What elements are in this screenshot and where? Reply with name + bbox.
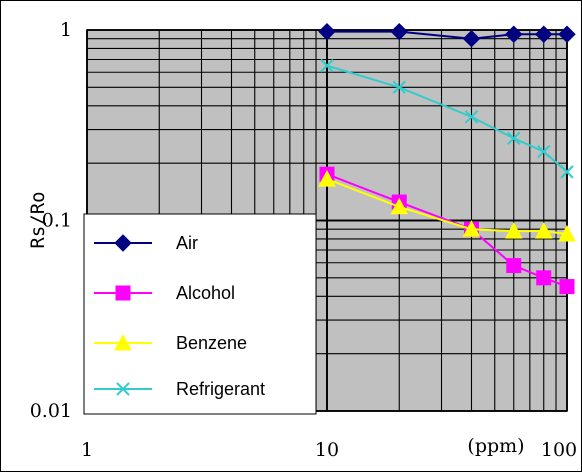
x-marker-stroke [537, 144, 551, 159]
data-point-benzene [318, 170, 336, 187]
y-tick-label: 0.01 [30, 400, 72, 422]
y-axis-label: Rs/Ro [27, 191, 49, 248]
legend-label-benzene: Benzene [176, 333, 247, 353]
x-marker-stroke [116, 382, 130, 396]
legend-marker-alcohol [115, 285, 131, 301]
data-point-air [505, 25, 523, 43]
axis-tick-labels: 1 0.1 0.01 1 10 100 [30, 19, 577, 461]
data-point-benzene [558, 224, 576, 242]
legend-label-refrigerant: Refrigerant [176, 379, 265, 399]
series-air [318, 22, 576, 48]
data-point-air [535, 25, 553, 43]
legend-label-air: Air [176, 233, 198, 253]
data-point-refrigerant [320, 58, 334, 73]
data-point-refrigerant [537, 144, 551, 159]
data-point-benzene [390, 197, 409, 215]
x-marker-stroke [464, 110, 479, 124]
x-marker-stroke [392, 80, 406, 95]
x-marker-stroke [560, 165, 574, 179]
x-axis-label: (ppm) [467, 435, 524, 457]
data-point-alcohol [506, 258, 522, 274]
x-marker-stroke [320, 58, 334, 73]
data-point-refrigerant [507, 131, 521, 146]
data-point-alcohol [536, 270, 552, 286]
data-point-benzene [534, 222, 553, 239]
x-tick-label: 10 [315, 439, 339, 461]
data-point-air [390, 22, 408, 41]
data-point-air [558, 25, 576, 43]
data-point-refrigerant [464, 110, 479, 124]
x-tick-label: 1 [81, 439, 93, 461]
data-point-alcohol [559, 279, 575, 295]
x-tick-label: 100 [541, 439, 577, 461]
data-point-air [318, 22, 336, 41]
legend-marker-benzene [114, 333, 132, 351]
data-point-benzene [462, 220, 481, 237]
legend-label-alcohol: Alcohol [176, 283, 235, 303]
legend: Air Alcohol Benzene Refrigerant [83, 213, 317, 415]
y-tick-label: 1 [60, 19, 72, 41]
series-benzene [318, 170, 576, 242]
legend-marker-refrigerant [116, 382, 130, 396]
data-point-refrigerant [560, 165, 574, 179]
y-tick-label: 0.1 [42, 210, 72, 232]
data-point-refrigerant [392, 80, 406, 95]
legend-marker-air [114, 234, 132, 252]
data-point-benzene [504, 222, 523, 239]
series-refrigerant [320, 58, 574, 179]
x-marker-stroke [507, 131, 521, 146]
data-point-air [462, 30, 481, 48]
data-series [318, 22, 576, 295]
